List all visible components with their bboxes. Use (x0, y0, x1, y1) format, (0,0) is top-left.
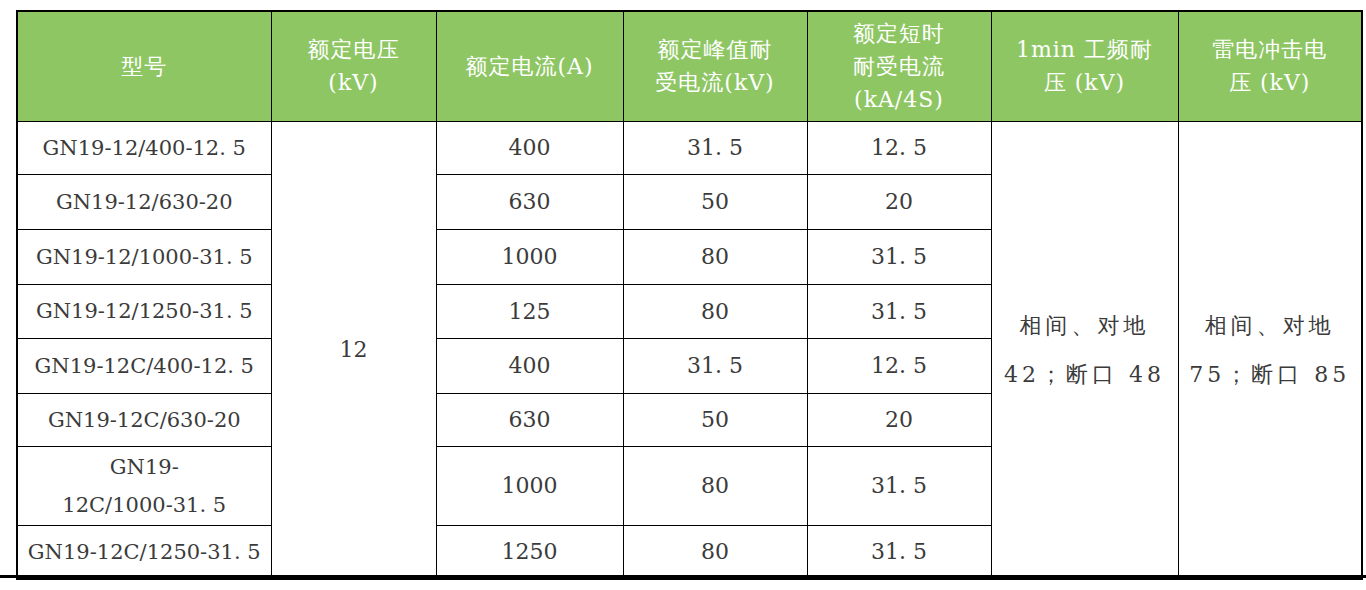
model-cell: GN19- 12C/1000-31. 5 (17, 446, 271, 525)
header-model: 型号 (17, 11, 271, 121)
peak-cell: 31. 5 (623, 338, 807, 393)
short-time-cell: 20 (807, 174, 991, 229)
rated-voltage-merged-cell: 12 (271, 121, 436, 579)
bottom-divider-line (0, 575, 1366, 578)
current-cell: 630 (436, 174, 623, 229)
peak-cell: 50 (623, 393, 807, 446)
current-cell: 1250 (436, 525, 623, 579)
header-row: 型号 额定电压 (kV) 额定电流(A) 额定峰值耐 受电流(kV) 额定短时 … (17, 11, 1362, 121)
short-time-cell: 31. 5 (807, 525, 991, 579)
short-time-cell: 20 (807, 393, 991, 446)
peak-cell: 80 (623, 284, 807, 338)
peak-cell: 80 (623, 446, 807, 525)
header-rated-voltage: 额定电压 (kV) (271, 11, 436, 121)
current-cell: 400 (436, 121, 623, 174)
header-peak-withstand-current: 额定峰值耐 受电流(kV) (623, 11, 807, 121)
model-cell: GN19-12/400-12. 5 (17, 121, 271, 174)
header-rated-current: 额定电流(A) (436, 11, 623, 121)
current-cell: 400 (436, 338, 623, 393)
model-cell: GN19-12C/400-12. 5 (17, 338, 271, 393)
current-cell: 125 (436, 284, 623, 338)
model-cell: GN19-12/630-20 (17, 174, 271, 229)
header-power-frequency-withstand-voltage: 1min 工频耐 压 (kV) (991, 11, 1178, 121)
header-lightning-impulse-voltage: 雷电冲击电 压 (kV) (1178, 11, 1362, 121)
header-model-line: 型号 (22, 50, 267, 83)
peak-cell: 50 (623, 174, 807, 229)
short-time-cell: 31. 5 (807, 446, 991, 525)
header-short-time-withstand-current: 额定短时 耐受电流 (kA/4S) (807, 11, 991, 121)
lightning-merged-cell: 相间、对地 75；断口 85 (1178, 121, 1362, 579)
short-time-cell: 31. 5 (807, 284, 991, 338)
peak-cell: 80 (623, 525, 807, 579)
short-time-cell: 31. 5 (807, 229, 991, 284)
spec-table: 型号 额定电压 (kV) 额定电流(A) 额定峰值耐 受电流(kV) 额定短时 … (16, 10, 1363, 580)
peak-cell: 80 (623, 229, 807, 284)
short-time-cell: 12. 5 (807, 338, 991, 393)
model-cell: GN19-12C/1250-31. 5 (17, 525, 271, 579)
model-cell: GN19-12C/630-20 (17, 393, 271, 446)
current-cell: 1000 (436, 446, 623, 525)
table-row: GN19-12/400-12. 5 12 400 31. 5 12. 5 相间、… (17, 121, 1362, 174)
short-time-cell: 12. 5 (807, 121, 991, 174)
power-freq-merged-cell: 相间、对地 42；断口 48 (991, 121, 1178, 579)
current-cell: 630 (436, 393, 623, 446)
spec-sheet-page: 型号 额定电压 (kV) 额定电流(A) 额定峰值耐 受电流(kV) 额定短时 … (0, 0, 1366, 590)
model-cell: GN19-12/1250-31. 5 (17, 284, 271, 338)
current-cell: 1000 (436, 229, 623, 284)
model-cell: GN19-12/1000-31. 5 (17, 229, 271, 284)
peak-cell: 31. 5 (623, 121, 807, 174)
